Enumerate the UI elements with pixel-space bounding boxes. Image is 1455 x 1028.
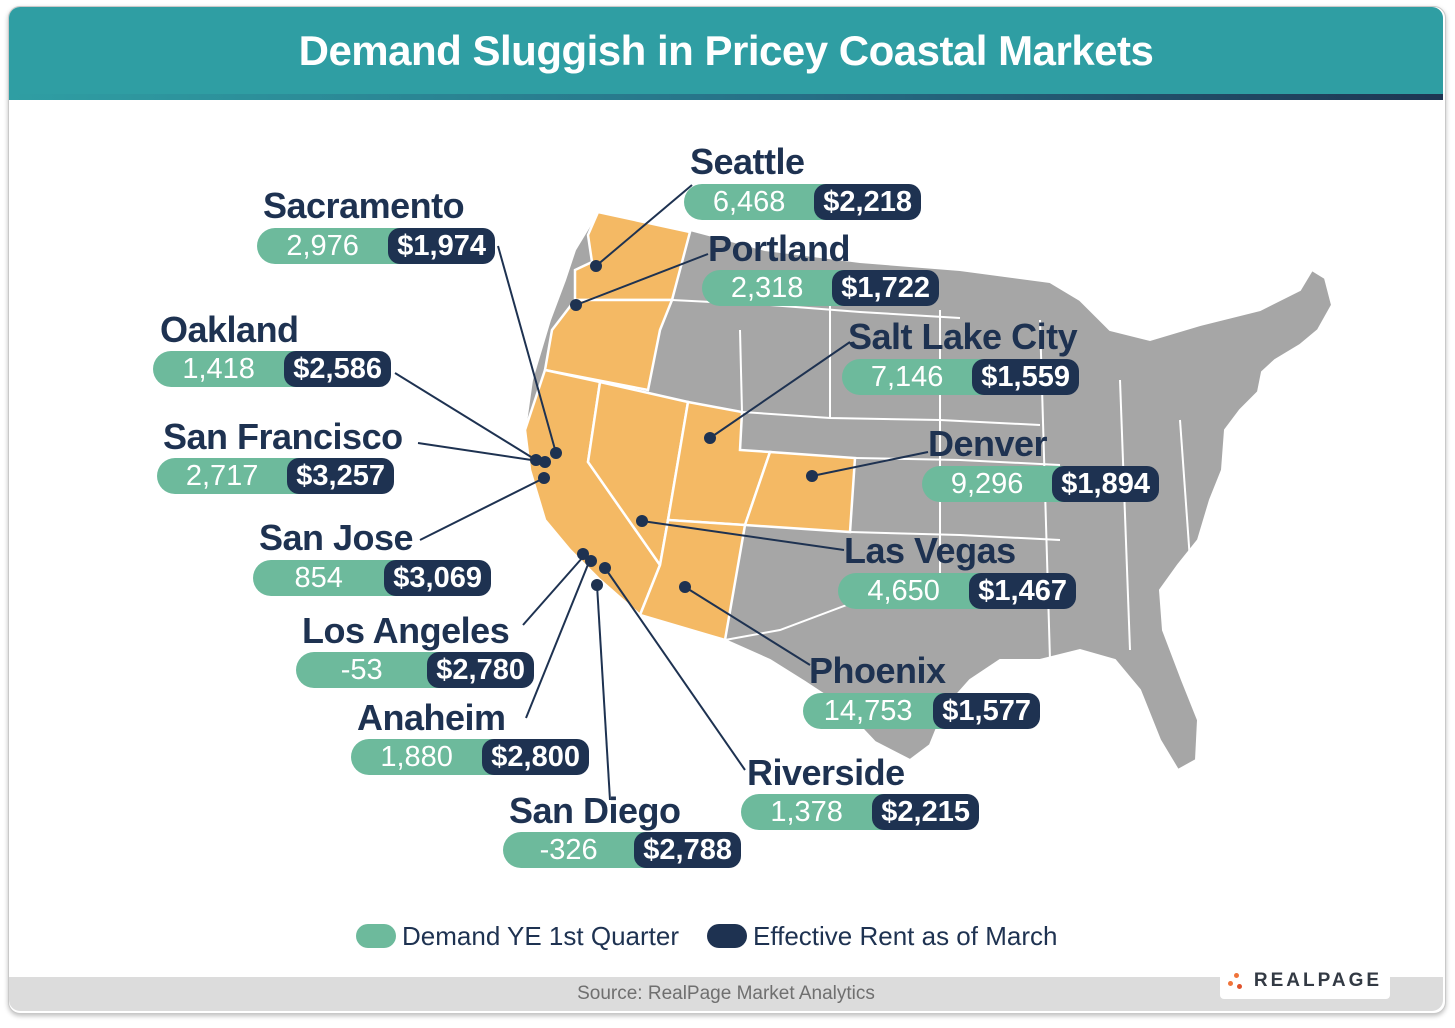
demand-value: 1,418 <box>182 352 255 385</box>
market-pill-oakland: 1,418 $2,586 <box>153 351 391 387</box>
legend: Demand YE 1st Quarter Effective Rent as … <box>356 918 1085 954</box>
rent-value: $2,586 <box>284 351 391 387</box>
demand-value: 1,378 <box>770 795 843 828</box>
rent-value: $3,257 <box>287 458 394 494</box>
market-pill-salt-lake-city: 7,146 $1,559 <box>842 359 1079 395</box>
demand-value: 2,318 <box>730 271 804 304</box>
legend-swatch-demand <box>356 924 396 948</box>
legend-swatch-rent <box>707 924 747 948</box>
market-pill-san-jose: 854 $3,069 <box>253 560 491 596</box>
rent-value: $1,559 <box>972 359 1079 395</box>
legend-item-rent: Effective Rent as of March <box>707 921 1057 952</box>
demand-value: -326 <box>539 833 598 866</box>
market-pill-denver: 9,296 $1,894 <box>922 466 1159 502</box>
market-pill-anaheim: 1,880 $2,800 <box>351 739 589 775</box>
city-name-phoenix: Phoenix <box>809 650 946 691</box>
demand-value: 4,650 <box>867 574 940 607</box>
market-pill-las-vegas: 4,650 $1,467 <box>838 573 1076 609</box>
demand-value: 7,146 <box>870 360 944 393</box>
market-pill-san-diego: -326 $2,788 <box>503 832 741 868</box>
rent-value: $2,215 <box>872 794 979 830</box>
market-pill-riverside: 1,378 $2,215 <box>741 794 979 830</box>
market-pill-seattle: 6,468 $2,218 <box>684 184 921 220</box>
market-pill-san-francisco: 2,717 $3,257 <box>157 458 394 494</box>
city-dots <box>530 260 818 593</box>
city-name-san-francisco: San Francisco <box>163 416 403 457</box>
rent-value: $2,218 <box>814 184 921 220</box>
demand-value: 14,753 <box>823 694 913 727</box>
city-dot-san-jose <box>538 472 550 484</box>
city-dot-seattle <box>590 260 602 272</box>
city-name-portland: Portland <box>708 228 851 269</box>
market-pill-portland: 2,318 $1,722 <box>702 270 939 306</box>
source-text: Source: RealPage Market Analytics <box>577 983 875 1004</box>
city-dot-salt-lake-city <box>704 432 716 444</box>
city-name-riverside: Riverside <box>747 752 905 793</box>
leader-lines <box>394 184 929 801</box>
demand-value: 2,717 <box>185 459 259 492</box>
city-dot-oakland <box>530 454 542 466</box>
city-name-san-jose: San Jose <box>259 517 414 558</box>
city-dot-phoenix <box>679 581 691 593</box>
city-dot-san-francisco <box>539 456 551 468</box>
market-pill-los-angeles: -53 $2,780 <box>296 652 534 688</box>
source-footer: Source: RealPage Market Analytics <box>9 977 1443 1011</box>
city-name-oakland: Oakland <box>160 309 299 350</box>
logo-dots-icon <box>1227 972 1246 990</box>
city-dot-riverside <box>599 562 611 574</box>
rent-value: $2,800 <box>482 739 589 775</box>
washington-state <box>573 210 692 302</box>
city-name-sacramento: Sacramento <box>263 185 465 226</box>
demand-value: 9,296 <box>950 467 1024 500</box>
title-banner: Demand Sluggish in Pricey Coastal Market… <box>9 7 1443 95</box>
rent-value: $3,069 <box>384 560 491 596</box>
rent-value: $1,894 <box>1052 466 1159 502</box>
rent-value: $1,722 <box>832 270 939 306</box>
city-dot-anaheim <box>585 555 597 567</box>
city-dot-las-vegas <box>636 515 648 527</box>
demand-value: 854 <box>294 561 343 594</box>
demand-value: 2,976 <box>286 229 359 262</box>
rent-value: $1,577 <box>933 693 1040 729</box>
city-dot-portland <box>570 299 582 311</box>
rent-value: $2,788 <box>634 832 741 868</box>
logo-text: REALPAGE <box>1253 970 1383 991</box>
legend-label-rent: Effective Rent as of March <box>753 920 1058 951</box>
rent-value: $1,467 <box>969 573 1076 609</box>
city-name-anaheim: Anaheim <box>357 697 506 738</box>
page-title: Demand Sluggish in Pricey Coastal Market… <box>298 27 1154 74</box>
demand-value: 1,880 <box>380 740 453 773</box>
city-dot-san-diego <box>591 579 603 591</box>
legend-label-demand: Demand YE 1st Quarter <box>402 920 679 951</box>
city-dot-los-angeles <box>577 548 589 560</box>
city-name-denver: Denver <box>928 423 1048 464</box>
city-dot-denver <box>806 470 818 482</box>
title-rule <box>9 94 1443 100</box>
market-pill-phoenix: 14,753 $1,577 <box>803 693 1040 729</box>
market-pill-sacramento: 2,976 $1,974 <box>257 228 495 264</box>
city-name-salt-lake-city: Salt Lake City <box>848 316 1078 357</box>
city-dot-sacramento <box>550 447 562 459</box>
city-name-san-diego: San Diego <box>509 790 681 831</box>
legend-item-demand: Demand YE 1st Quarter <box>356 921 679 952</box>
realpage-logo: REALPAGE <box>1220 963 1390 999</box>
city-name-las-vegas: Las Vegas <box>844 530 1016 571</box>
demand-value: -53 <box>340 653 383 686</box>
demand-value: 6,468 <box>712 185 786 218</box>
city-name-seattle: Seattle <box>690 141 805 182</box>
city-name-los-angeles: Los Angeles <box>302 610 510 651</box>
arizona-state <box>638 518 747 642</box>
rent-value: $2,780 <box>427 652 534 688</box>
rent-value: $1,974 <box>388 228 495 264</box>
